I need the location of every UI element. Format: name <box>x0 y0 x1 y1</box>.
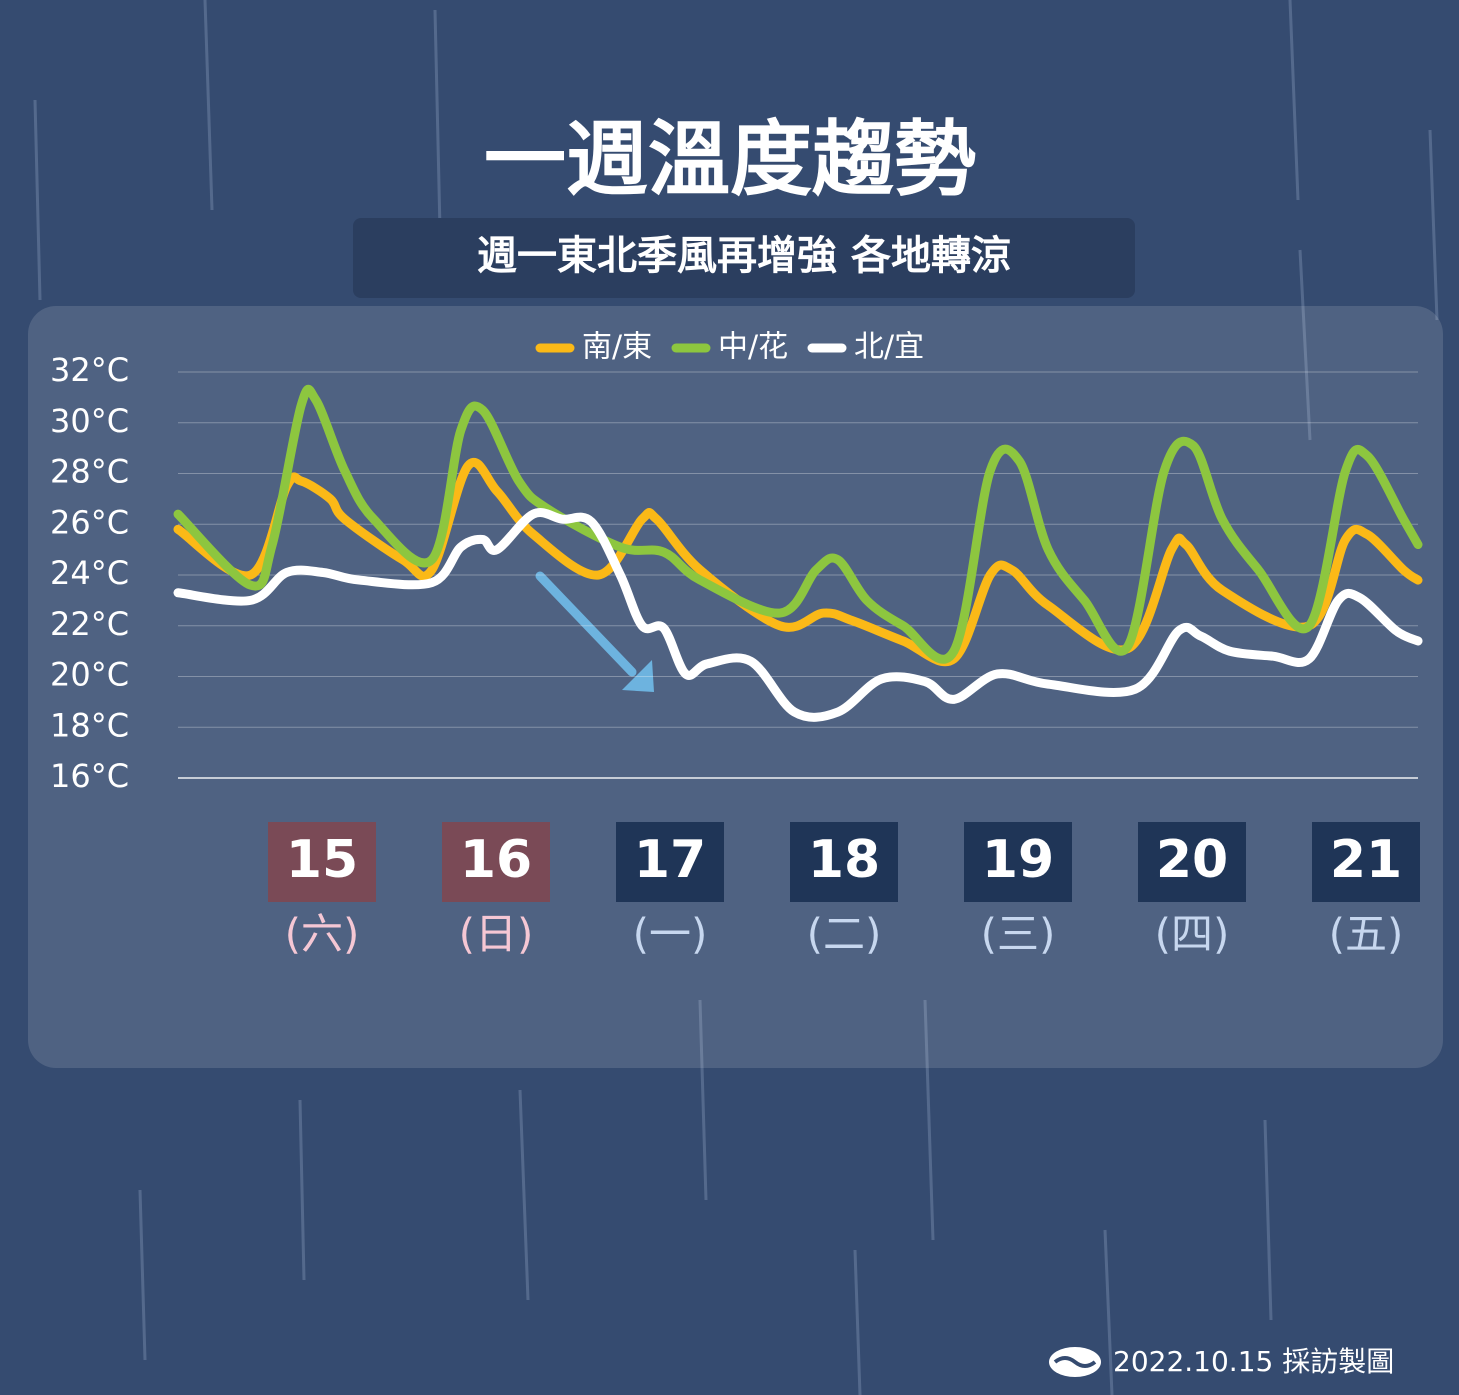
y-tick-label: 16°C <box>50 757 129 795</box>
series-line <box>173 508 1423 722</box>
weekday-label: (日) <box>459 910 534 959</box>
day-box <box>268 822 376 902</box>
weekday-label: (三) <box>981 910 1056 959</box>
day-box <box>616 822 724 902</box>
weekday-label: (五) <box>1329 910 1404 959</box>
weekday-label: (一) <box>633 910 708 959</box>
y-tick-label: 18°C <box>50 706 129 744</box>
day-label: 20 <box>1156 830 1228 890</box>
day-box <box>790 822 898 902</box>
weekday-label: (四) <box>1155 910 1230 959</box>
legend-label: 中/花 <box>718 330 788 365</box>
trend-arrow <box>535 571 654 692</box>
day-box <box>964 822 1072 902</box>
y-tick-label: 30°C <box>50 402 129 440</box>
y-tick-label: 32°C <box>50 351 129 389</box>
rain <box>33 0 1439 1395</box>
day-label: 19 <box>982 830 1054 890</box>
day-label: 17 <box>634 830 706 890</box>
day-label: 16 <box>460 830 532 890</box>
y-tick-label: 20°C <box>50 656 129 694</box>
y-tick-label: 28°C <box>50 453 129 491</box>
chart-panel <box>28 306 1443 1068</box>
y-tick-label: 24°C <box>50 554 129 592</box>
day-box <box>1138 822 1246 902</box>
subtitle-box <box>353 218 1135 298</box>
chart-subtitle: 週一東北季風再增強 各地轉涼 <box>477 233 1011 279</box>
day-box <box>442 822 550 902</box>
footer: 2022.10.15 採訪製圖 <box>1113 1345 1394 1378</box>
series-line <box>173 458 1423 667</box>
legend-label: 南/東 <box>582 330 652 365</box>
series-line <box>173 384 1423 664</box>
y-tick-label: 22°C <box>50 605 129 643</box>
legend-label: 北/宜 <box>854 330 924 365</box>
weekday-label: (二) <box>807 910 882 959</box>
footer-logo <box>1049 1347 1101 1377</box>
day-label: 21 <box>1330 830 1402 890</box>
day-box <box>1312 822 1420 902</box>
day-label: 15 <box>286 830 358 890</box>
day-label: 18 <box>808 830 880 890</box>
weekday-label: (六) <box>285 910 360 959</box>
y-tick-label: 26°C <box>50 503 129 541</box>
chart-title: 一週溫度趨勢 <box>484 112 976 207</box>
